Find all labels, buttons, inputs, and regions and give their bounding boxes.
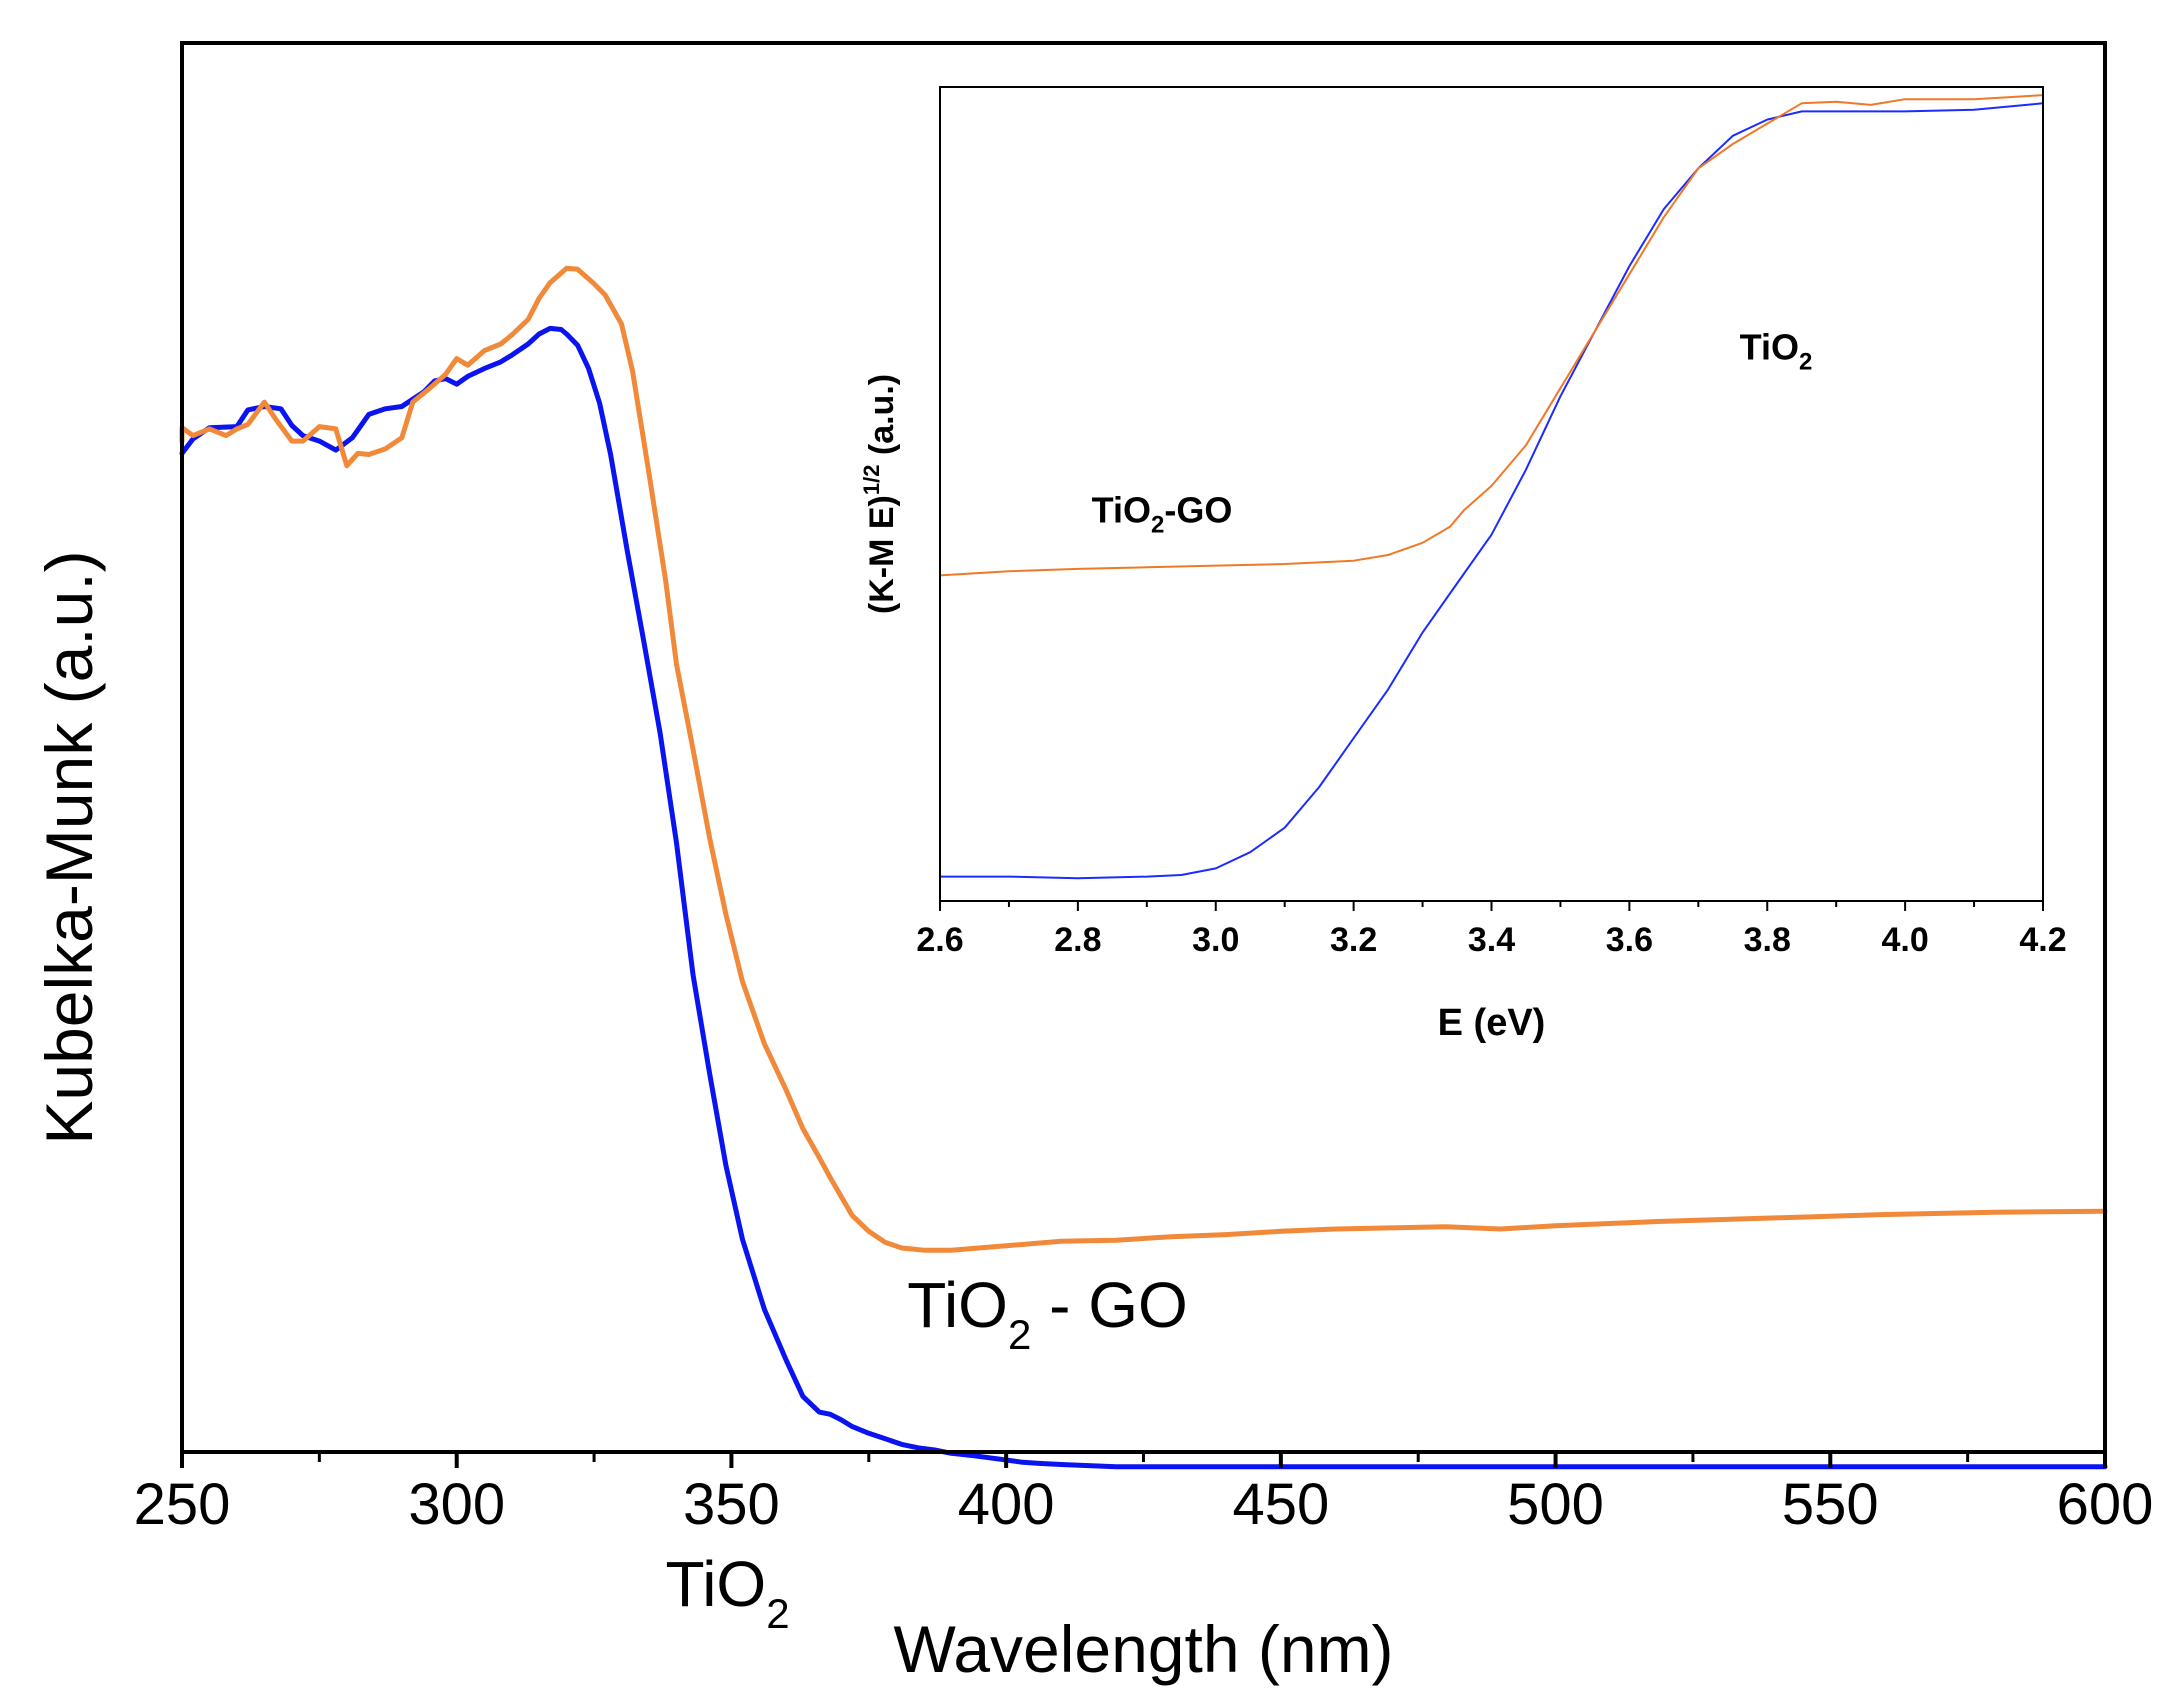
main-annotation-tio2-go: TiO2 - GO xyxy=(907,1269,1188,1358)
main-x-axis-label: Wavelength (nm) xyxy=(893,1612,1393,1686)
main-x-tick-labels: 250 300 350 400 450 500 550 600 xyxy=(134,1472,2154,1537)
main-series-layer xyxy=(179,265,2108,1470)
inset-y-axis-label-main: (K-M E) xyxy=(863,495,901,614)
inset-x-axis-label: E (eV) xyxy=(1438,1002,1546,1044)
inset-series-tio2-go xyxy=(939,94,2044,577)
inset-x-tick-label: 3.0 xyxy=(1192,921,1239,959)
inset-x-tick-labels: 2.6 2.8 3.0 3.2 3.4 3.6 3.8 4.0 4.2 xyxy=(916,921,2066,959)
main-annotation-tio2: TiO2 xyxy=(665,1548,789,1637)
main-x-tick-label: 600 xyxy=(2057,1472,2154,1537)
inset-y-axis-label-sup: 1/2 xyxy=(859,465,884,496)
main-x-tick-label: 550 xyxy=(1782,1472,1879,1537)
inset-x-tick-label: 2.8 xyxy=(1054,921,1101,959)
inset-x-tick-label: 3.8 xyxy=(1744,921,1791,959)
main-y-axis-label: Kubelka-Munk (a.u.) xyxy=(32,550,106,1144)
inset-x-ticks xyxy=(939,901,2044,911)
inset-annotation-tio2-go-tail: -GO xyxy=(1164,489,1232,530)
inset-x-tick-label: 4.2 xyxy=(2019,921,2066,959)
main-series-tio2-go xyxy=(179,265,2108,1253)
main-annotation-tio2-go-sub: 2 xyxy=(1008,1311,1031,1358)
inset-x-tick-label: 4.0 xyxy=(1881,921,1928,959)
main-x-tick-label: 300 xyxy=(408,1472,505,1537)
main-annotation-tio2-go-tail: - GO xyxy=(1031,1269,1187,1341)
main-x-tick-label: 350 xyxy=(683,1472,780,1537)
main-annotation-tio2-go-base: TiO xyxy=(907,1269,1008,1341)
main-x-tick-label: 500 xyxy=(1507,1472,1604,1537)
inset-annotation-tio2-sub: 2 xyxy=(1799,349,1812,376)
main-x-ticks xyxy=(180,1452,2107,1468)
inset-annotation-tio2-base: TiO xyxy=(1740,327,1799,368)
inset-annotation-tio2-go-sub: 2 xyxy=(1151,511,1164,538)
inset-x-tick-label: 2.6 xyxy=(916,921,963,959)
inset-y-axis-label-tail: (a.u.) xyxy=(863,374,901,465)
main-x-tick-label: 400 xyxy=(958,1472,1055,1537)
inset-series-layer xyxy=(939,94,2044,880)
inset-x-tick-label: 3.4 xyxy=(1468,921,1515,959)
inset-background xyxy=(940,87,2043,901)
main-x-tick-label: 250 xyxy=(134,1472,231,1537)
inset-annotation-tio2-go-base: TiO xyxy=(1092,489,1151,530)
inset-y-axis-label: (K-M E)1/2 (a.u.) xyxy=(859,374,901,614)
inset-annotation-tio2: TiO2 xyxy=(1740,327,1813,376)
main-annotation-tio2-base: TiO xyxy=(665,1548,766,1620)
inset-x-tick-label: 3.2 xyxy=(1330,921,1377,959)
main-annotation-tio2-sub: 2 xyxy=(766,1590,789,1637)
inset-annotation-tio2-go: TiO2-GO xyxy=(1092,489,1233,538)
main-x-tick-label: 450 xyxy=(1232,1472,1329,1537)
inset-x-tick-label: 3.6 xyxy=(1606,921,1653,959)
main-series-tio2 xyxy=(179,325,2108,1470)
inset-series-tio2 xyxy=(939,102,2044,880)
